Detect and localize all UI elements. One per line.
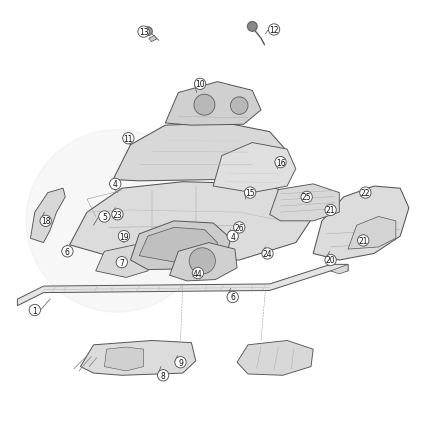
Polygon shape [169,243,237,281]
Text: 4: 4 [112,180,118,189]
Circle shape [122,133,134,145]
Circle shape [109,179,121,190]
Circle shape [357,235,368,247]
Circle shape [244,187,255,199]
Circle shape [157,370,168,381]
Text: 5: 5 [102,213,107,221]
Circle shape [62,246,73,257]
Circle shape [194,95,214,116]
Polygon shape [113,124,286,181]
Text: 8: 8 [161,371,165,380]
Circle shape [194,79,205,90]
Text: Parts: Parts [137,207,193,227]
Circle shape [112,209,123,220]
Circle shape [247,23,256,32]
Polygon shape [347,217,395,250]
Circle shape [29,305,40,316]
Text: 25: 25 [301,193,311,202]
Circle shape [143,28,152,36]
Circle shape [227,292,238,303]
Text: 9: 9 [178,358,183,367]
Text: 15: 15 [245,189,254,197]
Polygon shape [95,245,152,278]
Text: 19: 19 [119,232,128,241]
Text: Findit: Findit [102,207,166,227]
Circle shape [233,222,244,233]
Polygon shape [139,228,217,265]
Circle shape [116,257,127,268]
Circle shape [192,268,203,279]
Text: 12: 12 [269,26,278,35]
Text: 20: 20 [325,256,335,265]
Text: 24: 24 [262,250,272,258]
Circle shape [189,248,215,274]
Text: 23: 23 [112,210,122,219]
Polygon shape [104,347,143,371]
Text: 7: 7 [119,258,124,267]
Circle shape [274,157,286,168]
Text: 18: 18 [41,217,50,226]
Text: 4: 4 [230,232,235,241]
Circle shape [261,248,273,260]
Circle shape [138,27,149,38]
Circle shape [227,231,238,242]
Polygon shape [80,341,195,375]
Circle shape [359,187,370,199]
Polygon shape [269,184,339,221]
Circle shape [324,255,335,266]
Text: 1: 1 [33,306,37,315]
Text: 26: 26 [234,224,243,232]
Text: 21: 21 [325,206,335,215]
Text: 44: 44 [193,269,202,278]
Polygon shape [330,265,347,274]
Polygon shape [148,36,156,43]
Polygon shape [17,265,347,306]
Text: 6: 6 [65,247,70,256]
Polygon shape [30,189,65,243]
Polygon shape [165,82,260,126]
Circle shape [40,216,51,227]
Circle shape [324,205,335,216]
Text: 13: 13 [138,28,148,37]
Text: 21: 21 [358,237,367,245]
Text: 16: 16 [275,158,285,167]
Polygon shape [213,143,295,193]
Text: 11: 11 [123,135,133,143]
Polygon shape [312,187,408,260]
Polygon shape [237,341,312,375]
Circle shape [99,211,110,223]
Polygon shape [130,221,230,270]
Text: 6: 6 [230,293,235,302]
Circle shape [230,98,247,115]
Text: 10: 10 [195,80,204,89]
Text: FOR EVERYTHING THAT MOVES: FOR EVERYTHING THAT MOVES [77,234,158,239]
Polygon shape [69,182,312,263]
Text: 22: 22 [360,189,369,197]
Circle shape [300,192,312,203]
Circle shape [174,357,186,368]
Circle shape [26,130,208,312]
Circle shape [268,25,279,36]
Circle shape [118,231,129,242]
